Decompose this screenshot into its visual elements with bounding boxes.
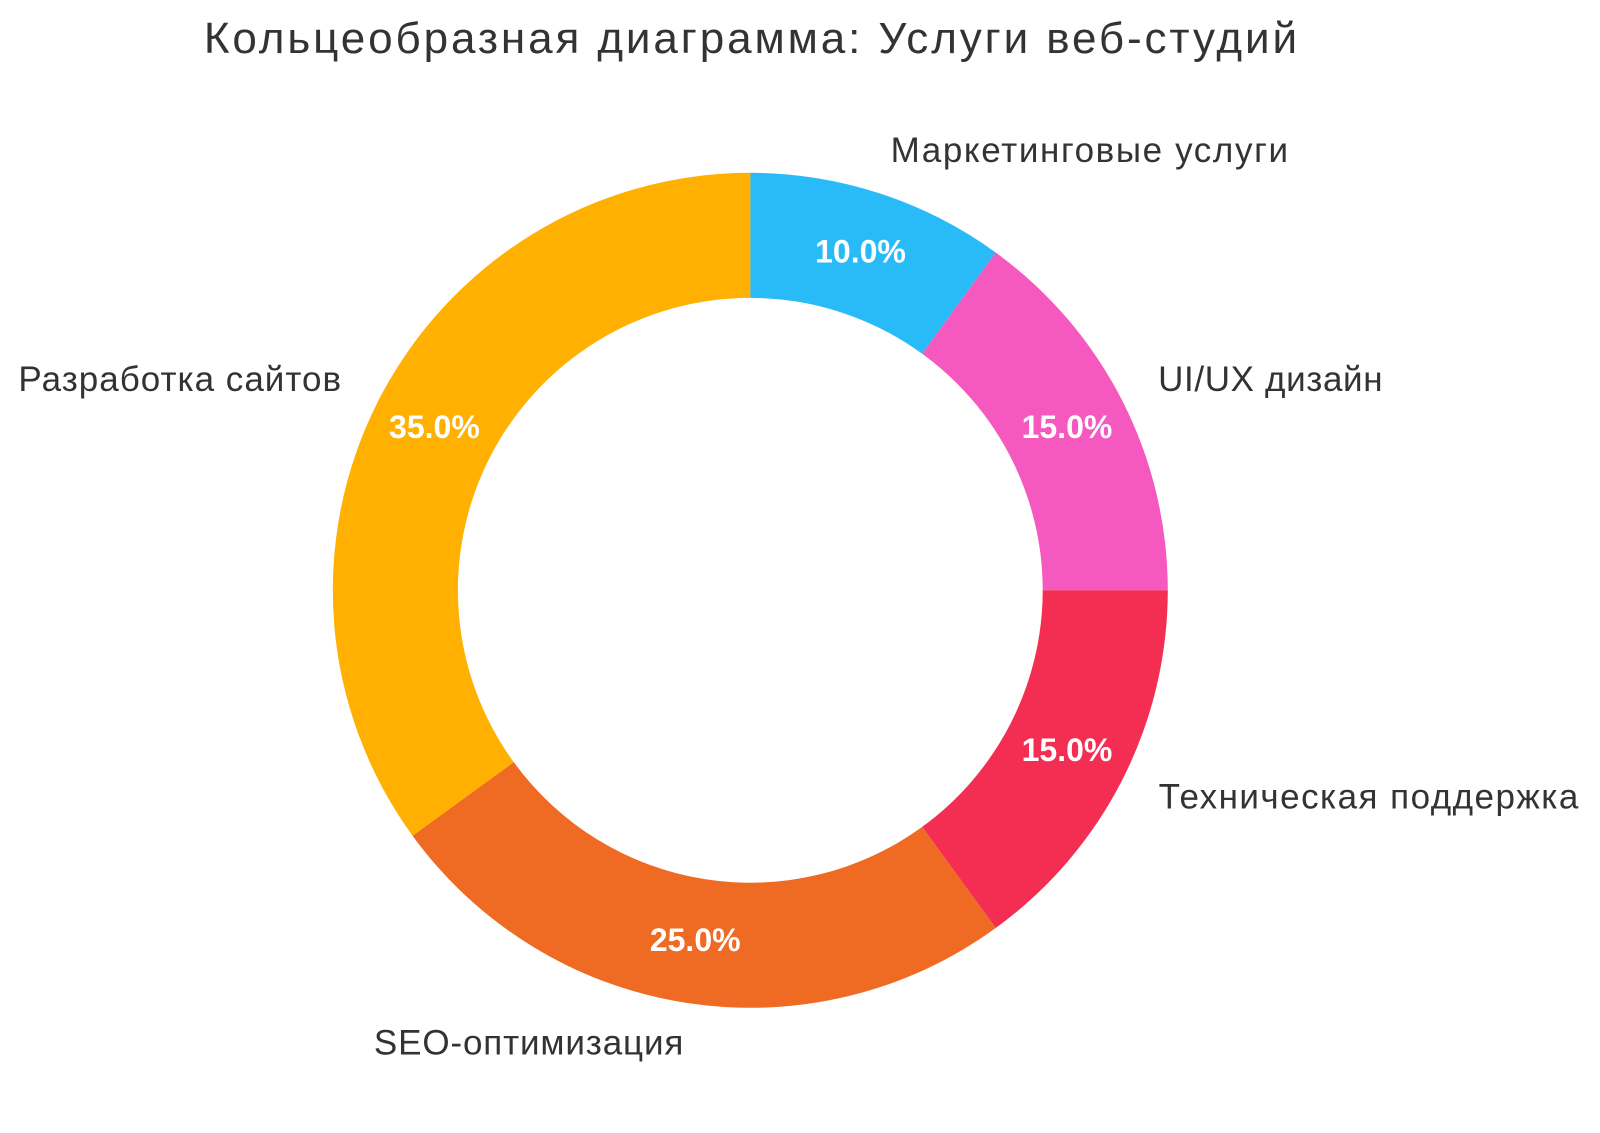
svg-text:Маркетинговые услуги: Маркетинговые услуги: [891, 131, 1290, 170]
svg-text:UI/UX дизайн: UI/UX дизайн: [1158, 360, 1383, 399]
svg-text:10.0%: 10.0%: [815, 233, 906, 269]
svg-text:25.0%: 25.0%: [650, 922, 741, 958]
svg-text:15.0%: 15.0%: [1022, 409, 1113, 445]
svg-text:15.0%: 15.0%: [1022, 732, 1113, 768]
svg-text:Разработка сайтов: Разработка сайтов: [18, 360, 342, 399]
svg-text:Кольцеобразная диаграмма: Услу: Кольцеобразная диаграмма: Услуги веб-сту…: [204, 14, 1300, 63]
svg-text:35.0%: 35.0%: [389, 409, 480, 445]
svg-text:Техническая поддержка: Техническая поддержка: [1159, 778, 1580, 817]
svg-text:SEO-оптимизация: SEO-оптимизация: [374, 1023, 684, 1062]
